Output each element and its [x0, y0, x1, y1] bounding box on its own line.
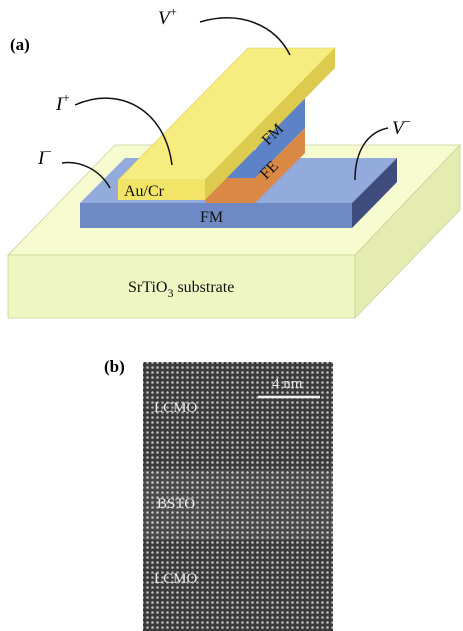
- text-part: substrate: [173, 279, 234, 296]
- figure: (a) V+ I+ I− V− Au/Cr FM FE FM SrTiO3 su…: [0, 0, 463, 631]
- layer-label: LCMO: [154, 400, 198, 416]
- layer-label: LCMO: [154, 571, 198, 587]
- panel-a: (a) V+ I+ I− V− Au/Cr FM FE FM SrTiO3 su…: [8, 4, 460, 318]
- text-part: +: [170, 4, 177, 19]
- panel-b: (b) 4 nm LCMO BSTO LCMO: [104, 357, 333, 631]
- text-part: −: [404, 114, 411, 129]
- terminal-label: V−: [392, 114, 411, 139]
- panel-label: (b): [104, 357, 125, 376]
- text-part: SrTiO: [128, 279, 167, 296]
- panel-label: (a): [10, 35, 30, 54]
- layer-label: FM: [200, 209, 223, 226]
- terminal-label: I+: [55, 90, 70, 115]
- terminal-label: V+: [158, 4, 177, 29]
- text-part: −: [44, 144, 51, 159]
- text-part: +: [62, 90, 69, 105]
- layer-label: Au/Cr: [124, 183, 165, 200]
- terminal-label: I−: [37, 144, 52, 169]
- layer-label: BSTO: [157, 496, 195, 512]
- scale-bar-label: 4 nm: [272, 376, 303, 392]
